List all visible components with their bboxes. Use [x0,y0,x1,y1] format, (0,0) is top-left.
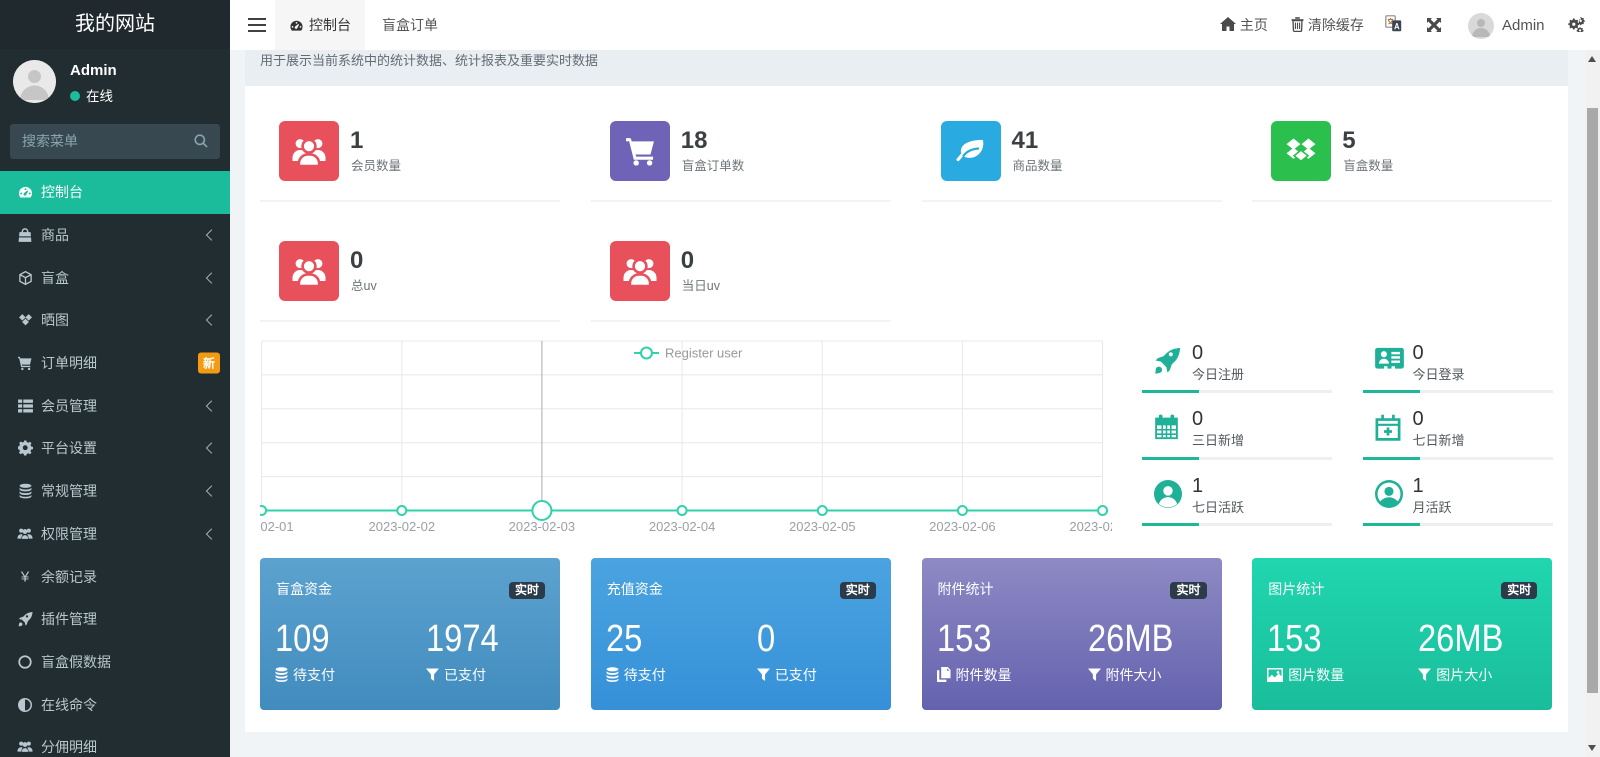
svg-text:02-01: 02-01 [260,519,293,534]
svg-text:2023-02-05: 2023-02-05 [789,519,856,534]
svg-text:2023-02-07: 2023-02-07 [1069,519,1112,534]
svg-text:2023-02-02: 2023-02-02 [369,519,436,534]
svg-text:2023-02-03: 2023-02-03 [509,519,576,534]
svg-text:2023-02-06: 2023-02-06 [929,519,996,534]
svg-text:2023-02-04: 2023-02-04 [649,519,716,534]
svg-text:Register user: Register user [665,346,743,361]
